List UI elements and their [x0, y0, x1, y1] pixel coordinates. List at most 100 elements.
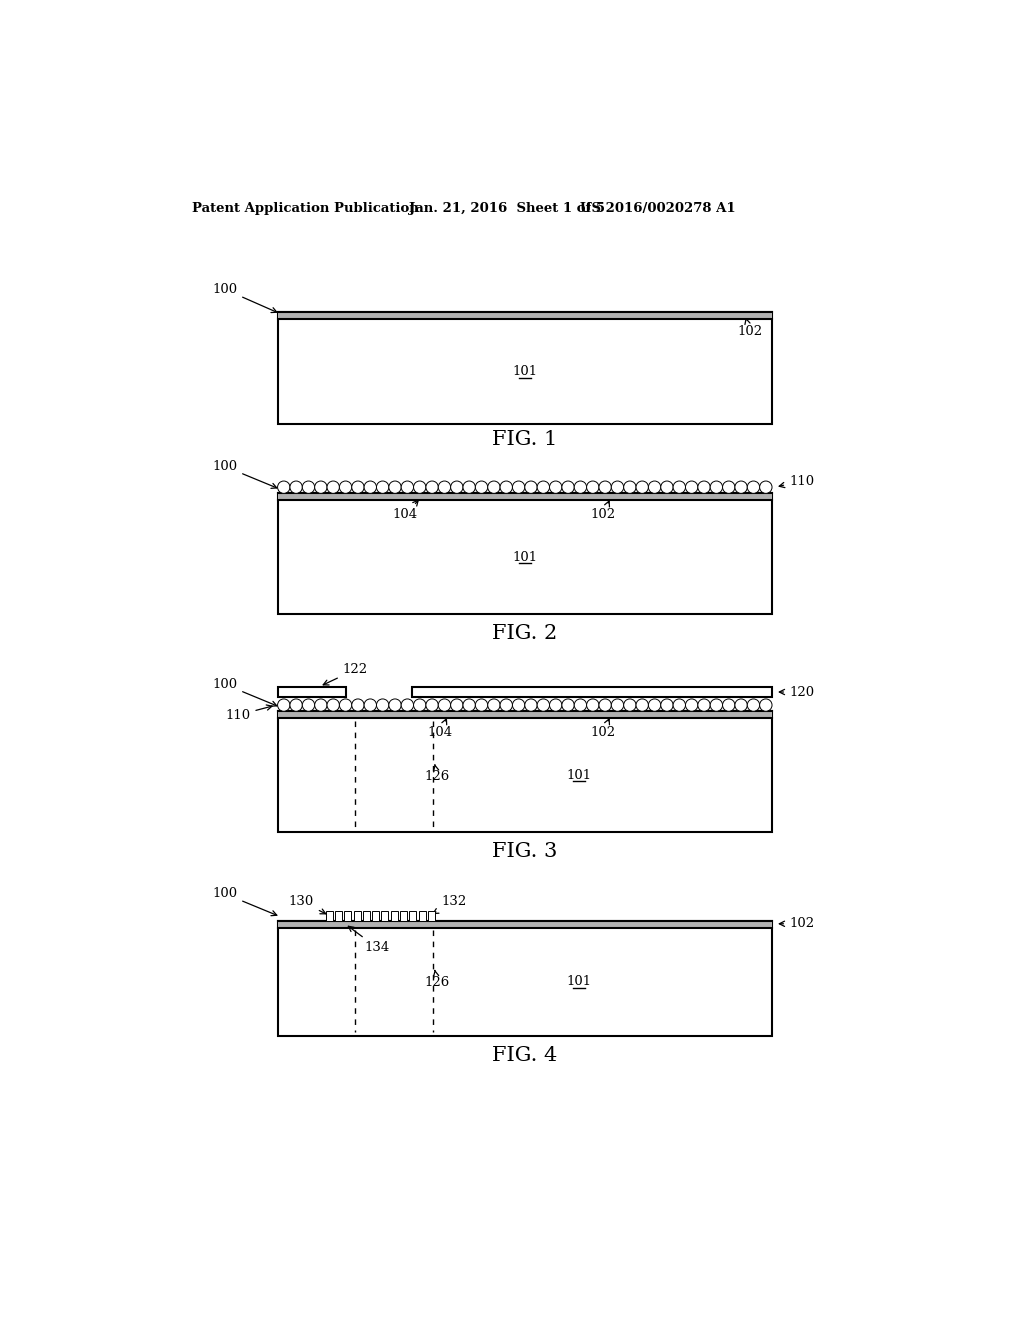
- Circle shape: [365, 700, 377, 711]
- Circle shape: [723, 480, 735, 494]
- Text: 100: 100: [212, 887, 276, 916]
- Bar: [278, 711, 772, 832]
- Circle shape: [760, 700, 772, 711]
- Circle shape: [711, 480, 723, 494]
- Text: Patent Application Publication: Patent Application Publication: [193, 202, 419, 215]
- Circle shape: [587, 700, 599, 711]
- Text: 110: 110: [225, 705, 272, 722]
- Circle shape: [475, 700, 487, 711]
- Circle shape: [524, 480, 538, 494]
- Circle shape: [278, 480, 290, 494]
- Circle shape: [636, 700, 648, 711]
- Circle shape: [648, 480, 660, 494]
- Text: 130: 130: [289, 895, 326, 913]
- Text: 102: 102: [779, 917, 814, 931]
- Circle shape: [414, 700, 426, 711]
- Text: 126: 126: [425, 970, 451, 989]
- Circle shape: [562, 480, 574, 494]
- Circle shape: [438, 480, 451, 494]
- Circle shape: [574, 480, 587, 494]
- Text: 101: 101: [566, 768, 592, 781]
- Circle shape: [377, 700, 389, 711]
- Bar: [278, 494, 772, 500]
- Circle shape: [574, 700, 587, 711]
- Text: 100: 100: [212, 459, 276, 488]
- Circle shape: [711, 700, 723, 711]
- Bar: [344, 911, 351, 921]
- Circle shape: [735, 700, 748, 711]
- Circle shape: [389, 480, 401, 494]
- Circle shape: [599, 700, 611, 711]
- Bar: [278, 921, 772, 1036]
- Circle shape: [339, 480, 352, 494]
- Text: 134: 134: [348, 927, 389, 954]
- Bar: [326, 911, 333, 921]
- Circle shape: [550, 700, 562, 711]
- Text: FIG. 1: FIG. 1: [493, 430, 557, 449]
- Text: FIG. 3: FIG. 3: [493, 842, 557, 861]
- Circle shape: [636, 480, 648, 494]
- Text: 102: 102: [591, 719, 615, 739]
- Circle shape: [673, 700, 685, 711]
- Circle shape: [550, 480, 562, 494]
- Circle shape: [487, 480, 500, 494]
- Bar: [428, 911, 435, 921]
- Text: 110: 110: [779, 474, 814, 487]
- Circle shape: [538, 700, 550, 711]
- Bar: [335, 911, 342, 921]
- Circle shape: [735, 480, 748, 494]
- Circle shape: [487, 700, 500, 711]
- Text: 101: 101: [512, 366, 538, 379]
- Text: 100: 100: [212, 282, 276, 313]
- Circle shape: [451, 480, 463, 494]
- Text: 104: 104: [393, 500, 418, 521]
- Circle shape: [401, 480, 414, 494]
- Circle shape: [660, 700, 673, 711]
- Text: 132: 132: [433, 895, 466, 913]
- Bar: [362, 911, 370, 921]
- Circle shape: [599, 480, 611, 494]
- Circle shape: [611, 480, 624, 494]
- Bar: [391, 911, 397, 921]
- Circle shape: [302, 480, 314, 494]
- Bar: [381, 911, 388, 921]
- Circle shape: [512, 480, 525, 494]
- Text: FIG. 2: FIG. 2: [493, 624, 557, 643]
- Bar: [278, 921, 772, 928]
- Circle shape: [723, 700, 735, 711]
- Bar: [278, 494, 772, 614]
- Circle shape: [748, 700, 760, 711]
- Circle shape: [500, 700, 512, 711]
- Circle shape: [327, 700, 339, 711]
- Circle shape: [673, 480, 685, 494]
- Circle shape: [685, 700, 698, 711]
- Circle shape: [500, 480, 512, 494]
- Circle shape: [290, 700, 302, 711]
- Text: 102: 102: [737, 318, 762, 338]
- Circle shape: [685, 480, 698, 494]
- Circle shape: [562, 700, 574, 711]
- Circle shape: [475, 480, 487, 494]
- Circle shape: [438, 700, 451, 711]
- Circle shape: [278, 700, 290, 711]
- Circle shape: [351, 480, 365, 494]
- Text: US 2016/0020278 A1: US 2016/0020278 A1: [580, 202, 735, 215]
- Circle shape: [365, 480, 377, 494]
- Circle shape: [314, 700, 327, 711]
- Circle shape: [351, 700, 365, 711]
- Bar: [353, 911, 360, 921]
- Circle shape: [538, 480, 550, 494]
- Circle shape: [512, 700, 525, 711]
- Circle shape: [697, 480, 711, 494]
- Circle shape: [314, 480, 327, 494]
- Bar: [278, 686, 346, 697]
- Text: 104: 104: [428, 719, 453, 739]
- Circle shape: [451, 700, 463, 711]
- Circle shape: [414, 480, 426, 494]
- Circle shape: [377, 480, 389, 494]
- Circle shape: [760, 480, 772, 494]
- Text: 102: 102: [591, 502, 615, 521]
- Circle shape: [401, 700, 414, 711]
- Circle shape: [463, 700, 475, 711]
- Bar: [412, 686, 772, 697]
